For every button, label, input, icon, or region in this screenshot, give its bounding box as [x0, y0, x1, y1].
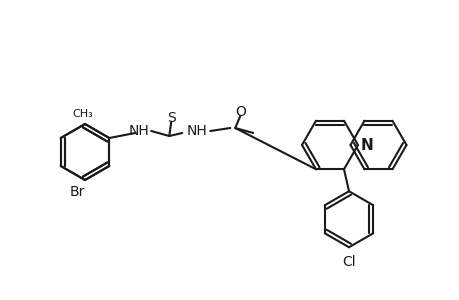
Text: N: N — [360, 137, 373, 152]
Text: NH: NH — [186, 124, 207, 138]
Text: Cl: Cl — [341, 255, 355, 269]
Text: Br: Br — [69, 185, 84, 199]
Text: CH₃: CH₃ — [73, 109, 93, 119]
Text: NH: NH — [129, 124, 149, 138]
Text: O: O — [234, 105, 245, 119]
Text: S: S — [167, 111, 175, 125]
